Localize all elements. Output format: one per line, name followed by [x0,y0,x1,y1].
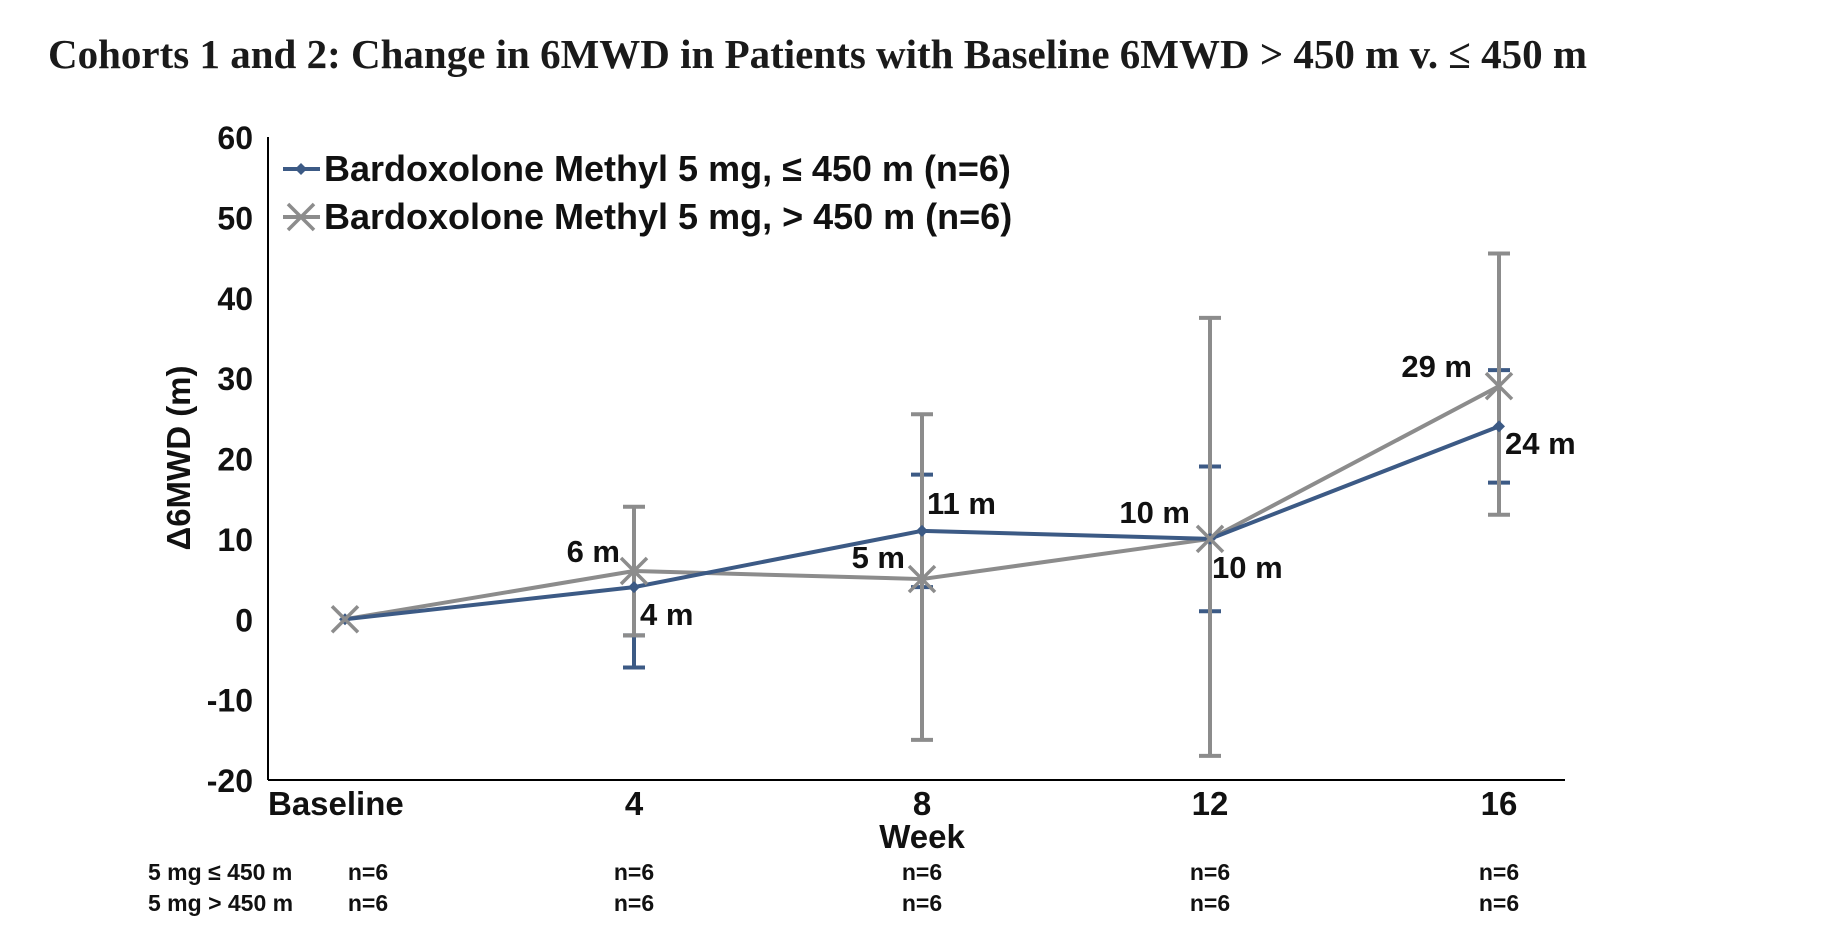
y-tick-label: 60 [217,120,253,156]
n-table-row-label: 5 mg > 450 m [148,890,293,916]
series-gt450-data-label: 5 m [852,540,905,575]
series-gt450-data-label: 6 m [567,534,620,569]
series-gt450-point [619,556,649,586]
series-gt450-point [907,564,937,594]
y-tick-label: -20 [207,763,253,799]
series-le450-point [628,581,640,594]
legend-gt450-label: Bardoxolone Methyl 5 mg, > 450 m (n=6) [324,196,1012,237]
legend-le450-label: Bardoxolone Methyl 5 mg, ≤ 450 m (n=6) [324,148,1011,189]
n-table-cell: n=6 [614,859,654,885]
x-axis-label: Week [879,818,965,855]
chart-title: Cohorts 1 and 2: Change in 6MWD in Patie… [48,31,1587,77]
x-tick-label: 16 [1481,785,1518,822]
series-gt450-data-label: 10 m [1119,495,1190,530]
n-table-cell: n=6 [902,859,942,885]
n-table-cell: n=6 [1190,859,1230,885]
series-gt450-point [1195,524,1225,554]
series-le450-data-label: 11 m [927,486,996,521]
series-le450-point [1493,420,1505,433]
legend-gt450-marker [286,202,316,232]
n-table-cell: n=6 [1479,859,1519,885]
n-table-cell: n=6 [348,890,388,916]
y-tick-label: 30 [217,361,253,397]
series-gt450-point [1484,371,1514,401]
y-tick-label: 50 [217,200,253,236]
y-tick-label: -10 [207,683,253,719]
n-table-cell: n=6 [1479,890,1519,916]
n-table-cell: n=6 [348,859,388,885]
y-axis-label: Δ6MWD (m) [160,365,197,550]
legend-le450-marker [295,163,307,175]
y-tick-label: 20 [217,442,253,478]
x-tick-label: Baseline [268,785,404,822]
n-table-cell: n=6 [614,890,654,916]
series-gt450-data-label: 29 m [1401,349,1472,384]
x-tick-label: 8 [913,785,931,822]
n-table-cell: n=6 [1190,890,1230,916]
y-tick-label: 0 [235,602,253,638]
series-gt450-point [330,605,360,634]
x-tick-label: 12 [1192,785,1229,822]
series-le450-data-label: 10 m [1212,550,1283,585]
series-le450-data-label: 24 m [1505,426,1576,461]
y-tick-label: 40 [217,281,253,317]
y-tick-label: 10 [217,522,253,558]
series-le450-data-label: 4 m [640,597,693,632]
n-table-cell: n=6 [902,890,942,916]
x-tick-label: 4 [625,785,644,822]
n-table-row-label: 5 mg ≤ 450 m [148,859,292,885]
series-le450-point [916,524,928,537]
